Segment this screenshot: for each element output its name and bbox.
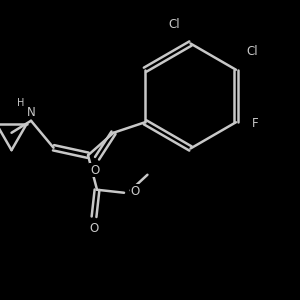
Text: N: N bbox=[27, 106, 35, 119]
Text: O: O bbox=[131, 185, 140, 198]
Text: O: O bbox=[89, 222, 99, 235]
Text: O: O bbox=[90, 164, 99, 177]
Text: Cl: Cl bbox=[168, 17, 180, 31]
Text: Cl: Cl bbox=[247, 45, 258, 58]
Text: F: F bbox=[252, 117, 259, 130]
Text: H: H bbox=[17, 98, 24, 108]
